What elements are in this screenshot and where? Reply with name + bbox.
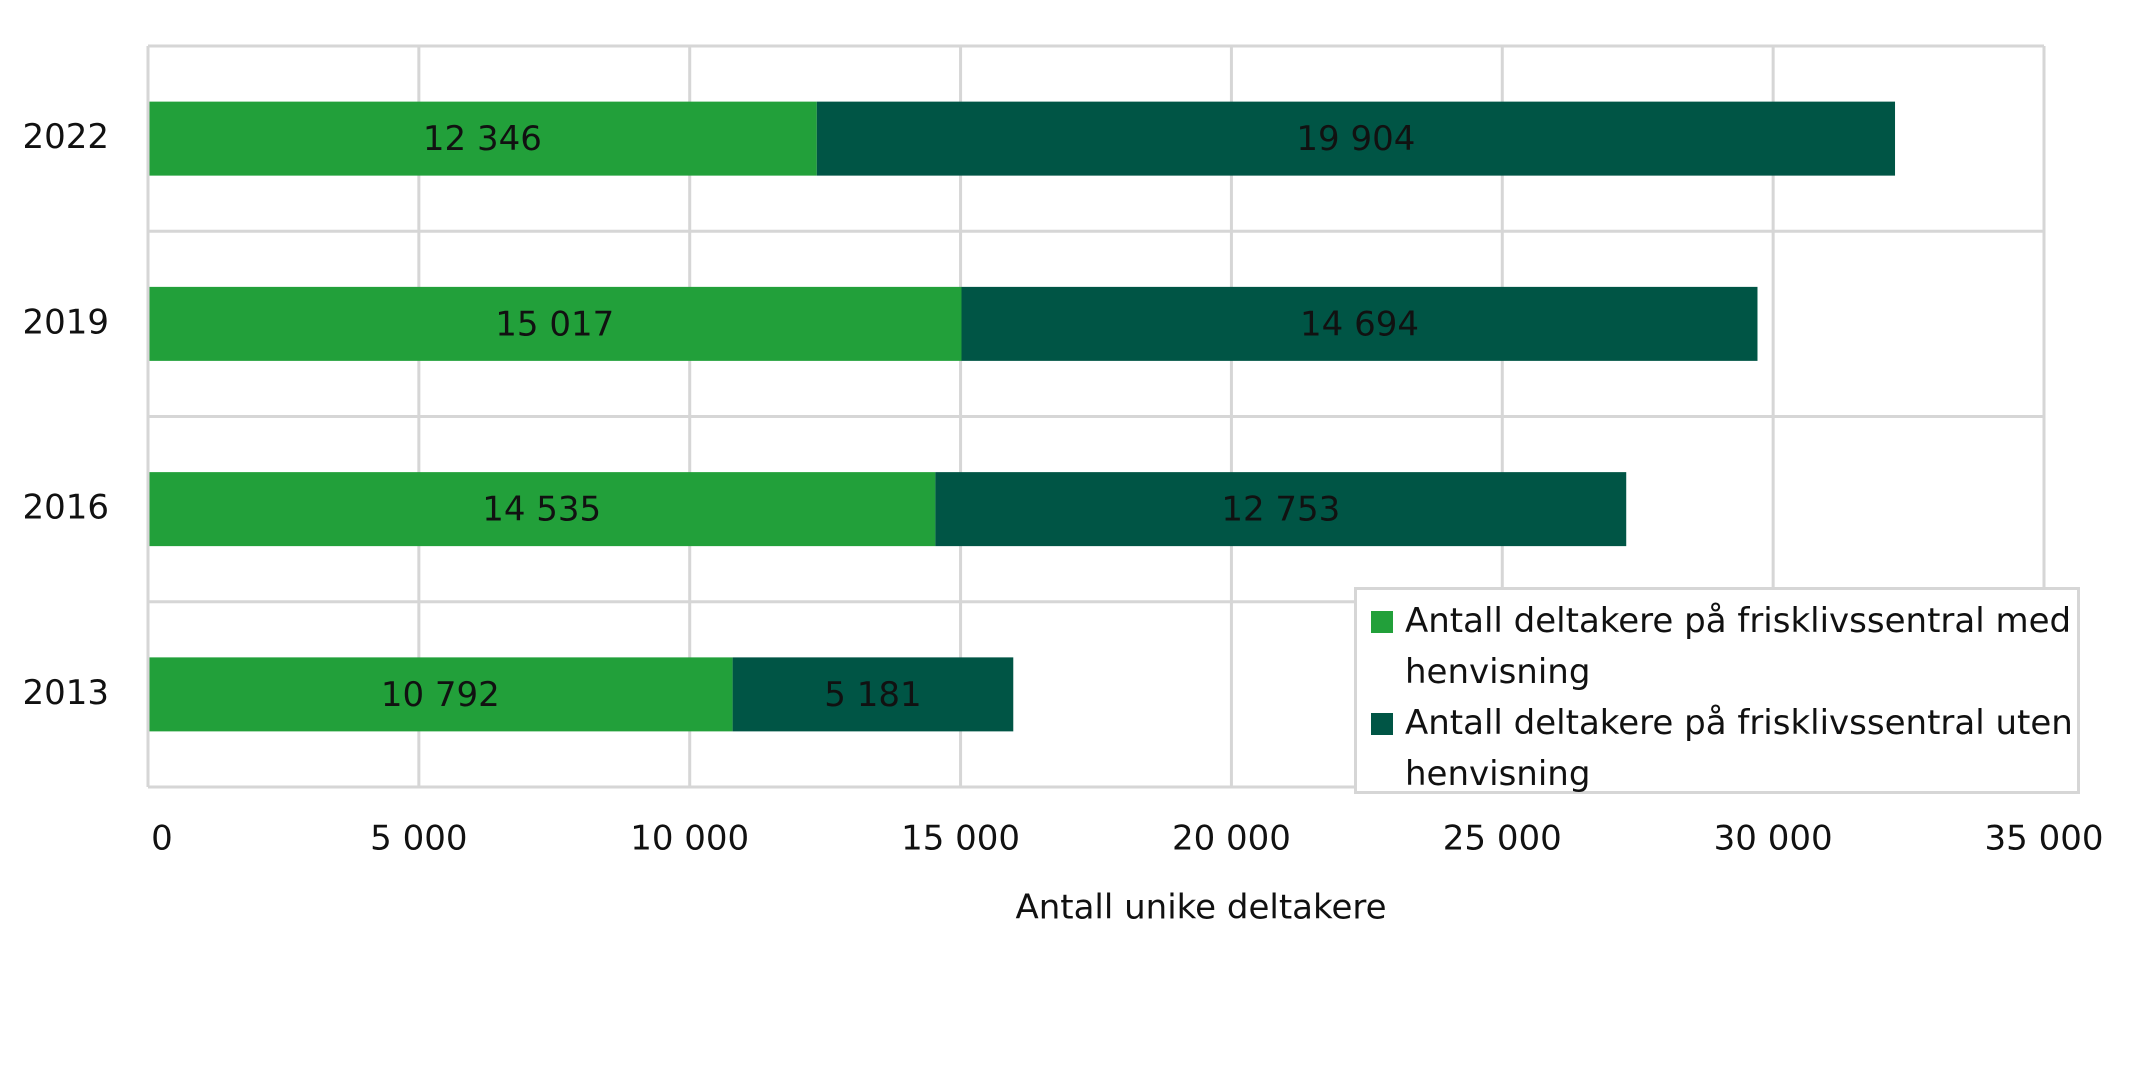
data-label: 14 535 bbox=[482, 490, 601, 530]
data-label: 12 753 bbox=[1221, 490, 1340, 530]
bar-segment bbox=[148, 101, 817, 176]
legend-label: Antall deltakere på frisklivssentral ute… bbox=[1405, 703, 2073, 794]
bar-segment bbox=[148, 657, 733, 732]
legend-item: Antall deltakere på frisklivssentral med… bbox=[1371, 596, 2077, 698]
x-axis-title: Antall unike deltakere bbox=[1015, 888, 1386, 928]
legend-item: Antall deltakere på frisklivssentral ute… bbox=[1371, 698, 2077, 800]
x-tick-label: 15 000 bbox=[901, 819, 1020, 859]
y-tick-label: 2019 bbox=[22, 302, 109, 342]
x-tick-label: 10 000 bbox=[630, 819, 749, 859]
y-tick-label: 2022 bbox=[22, 117, 109, 157]
legend-label: Antall deltakere på frisklivssentral med… bbox=[1405, 601, 2072, 692]
data-label: 12 346 bbox=[423, 119, 542, 159]
x-tick-label: 20 000 bbox=[1172, 819, 1291, 859]
x-tick-label: 5 000 bbox=[370, 819, 467, 859]
x-tick-label: 0 bbox=[151, 819, 173, 859]
legend-swatch bbox=[1371, 713, 1393, 735]
y-tick-label: 2016 bbox=[22, 488, 109, 528]
bar-segment bbox=[732, 657, 1014, 732]
bar-segment bbox=[961, 286, 1758, 361]
data-label: 14 694 bbox=[1300, 304, 1419, 344]
x-tick-label: 35 000 bbox=[1985, 819, 2104, 859]
data-label: 19 904 bbox=[1296, 119, 1415, 159]
bar-segment bbox=[148, 286, 962, 361]
data-label: 10 792 bbox=[381, 675, 500, 715]
x-tick-label: 30 000 bbox=[1714, 819, 1833, 859]
legend: Antall deltakere på frisklivssentral med… bbox=[1354, 587, 2080, 794]
bar-segment bbox=[816, 101, 1896, 176]
x-tick-label: 25 000 bbox=[1443, 819, 1562, 859]
bar-segment bbox=[935, 472, 1627, 547]
bar-segment bbox=[148, 472, 936, 547]
data-label: 5 181 bbox=[824, 675, 921, 715]
legend-swatch bbox=[1371, 611, 1393, 633]
y-tick-label: 2013 bbox=[22, 673, 109, 713]
data-label: 15 017 bbox=[495, 304, 614, 344]
